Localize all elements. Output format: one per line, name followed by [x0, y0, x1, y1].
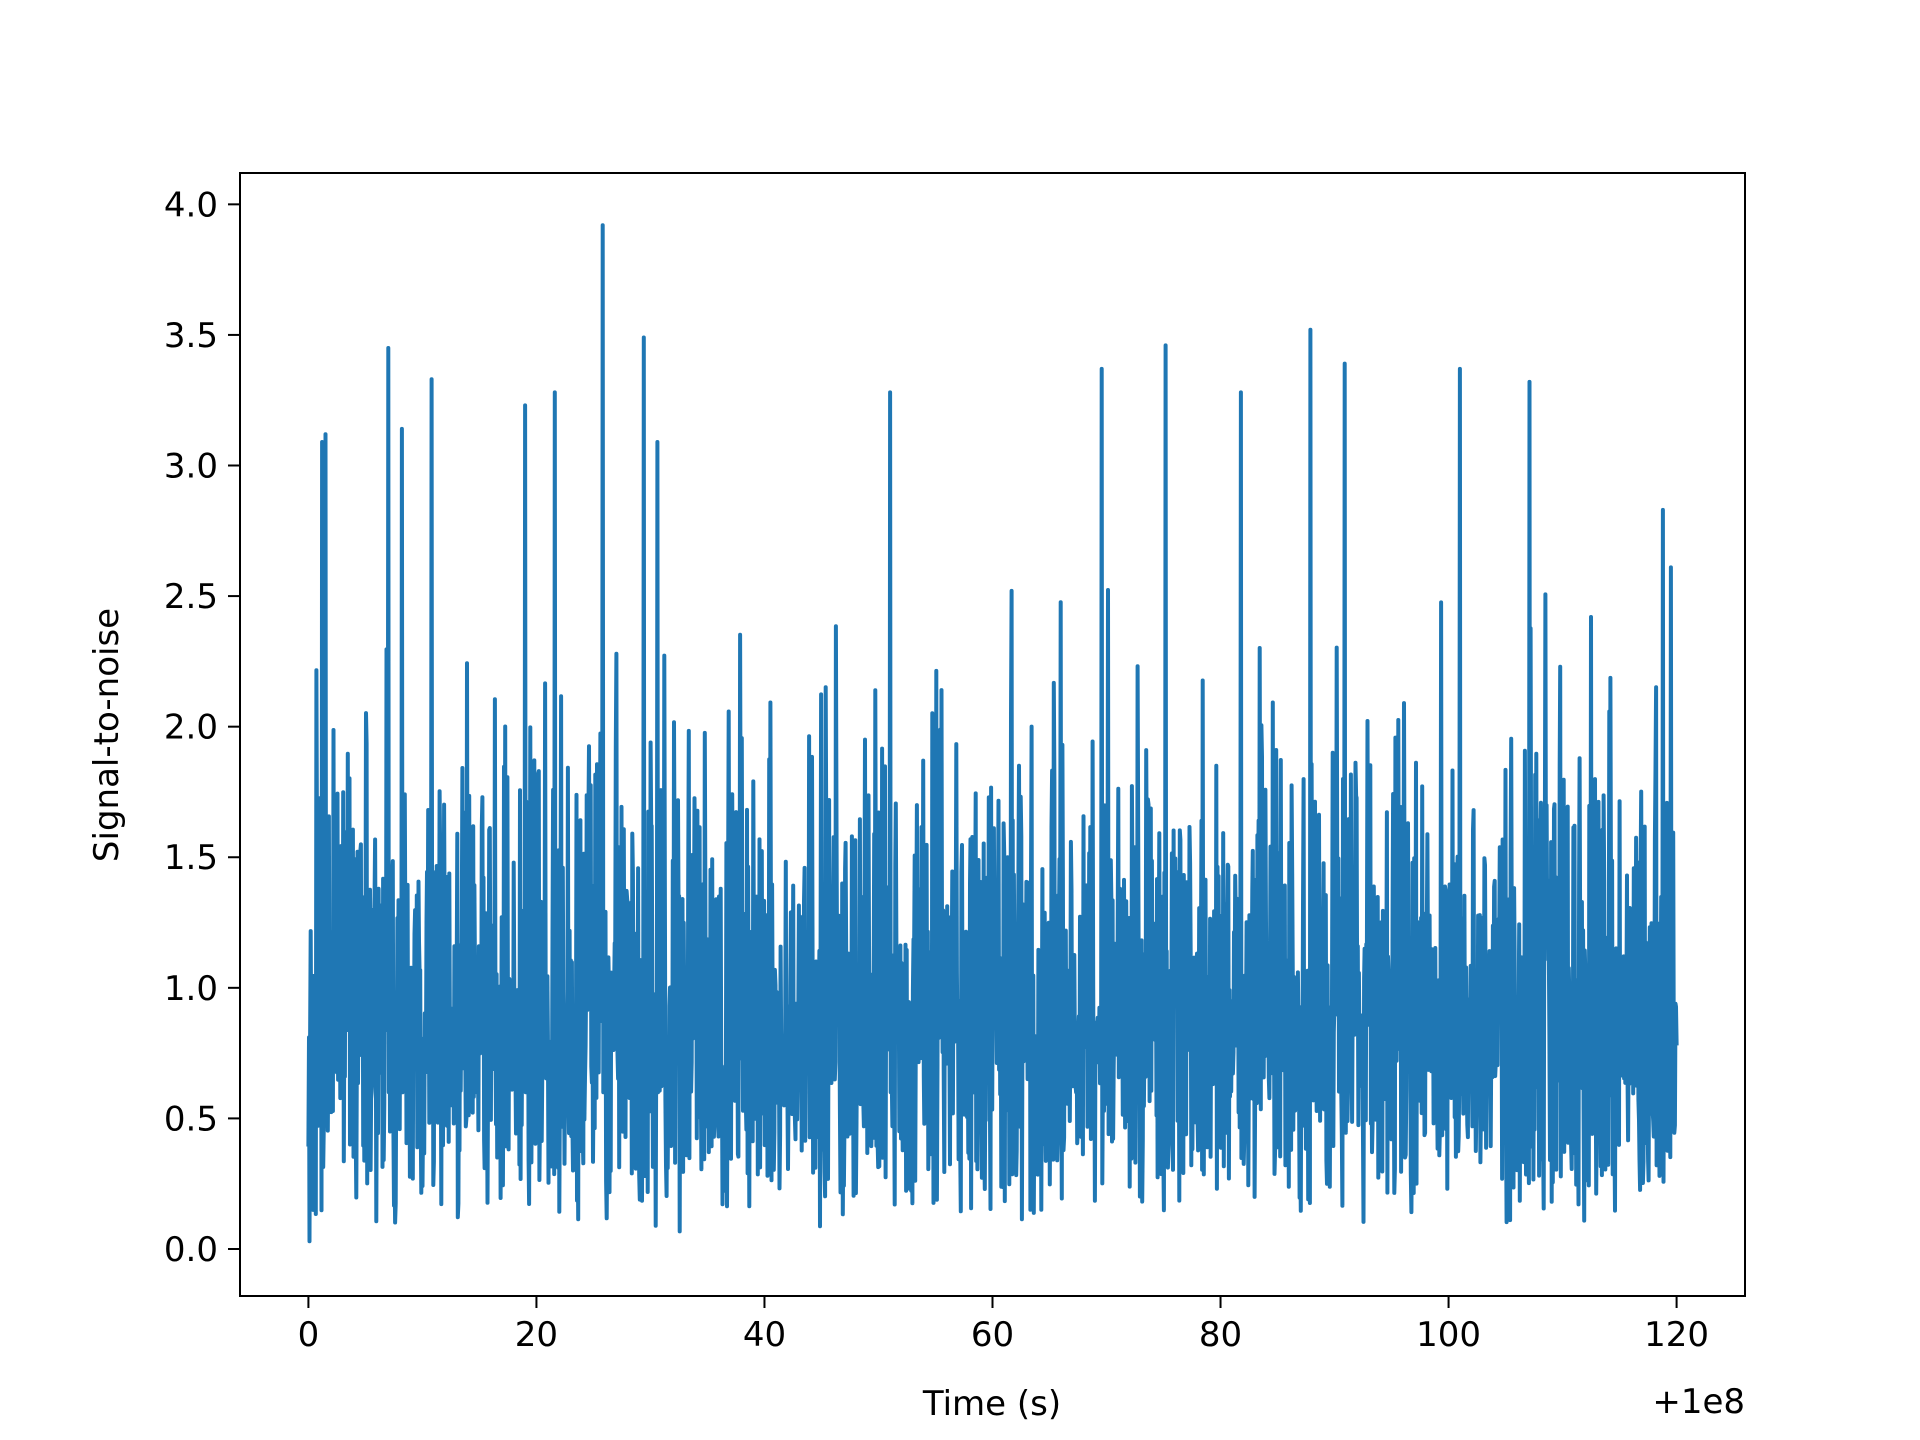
x-axis-label: Time (s): [922, 1384, 1061, 1424]
x-tick-label: 100: [1416, 1315, 1481, 1355]
x-axis-offset-text: +1e8: [1652, 1382, 1745, 1422]
y-tick-label: 1.5: [164, 838, 218, 878]
y-tick-label: 4.0: [164, 185, 218, 225]
x-tick-label: 60: [971, 1315, 1014, 1355]
x-tick-label: 40: [743, 1315, 786, 1355]
y-tick-label: 0.5: [164, 1099, 218, 1139]
x-tick-label: 0: [298, 1315, 320, 1355]
y-tick-label: 3.5: [164, 316, 218, 356]
series-line-signal-to-noise: [306, 223, 1679, 1244]
y-axis-label: Signal-to-noise: [87, 608, 127, 862]
x-tick-label: 20: [515, 1315, 558, 1355]
y-tick-label: 0.0: [164, 1230, 218, 1270]
x-axis: 0 20 40 60 80 100 120: [298, 1296, 1709, 1355]
y-axis: 0.0 0.5 1.0 1.5 2.0 2.5 3.0 3.5 4.0: [164, 185, 240, 1270]
plot-area: [306, 223, 1679, 1244]
y-tick-label: 3.0: [164, 447, 218, 487]
x-tick-label: 120: [1644, 1315, 1709, 1355]
y-tick-label: 1.0: [164, 969, 218, 1009]
y-tick-label: 2.0: [164, 708, 218, 748]
y-tick-label: 2.5: [164, 577, 218, 617]
x-tick-label: 80: [1199, 1315, 1242, 1355]
